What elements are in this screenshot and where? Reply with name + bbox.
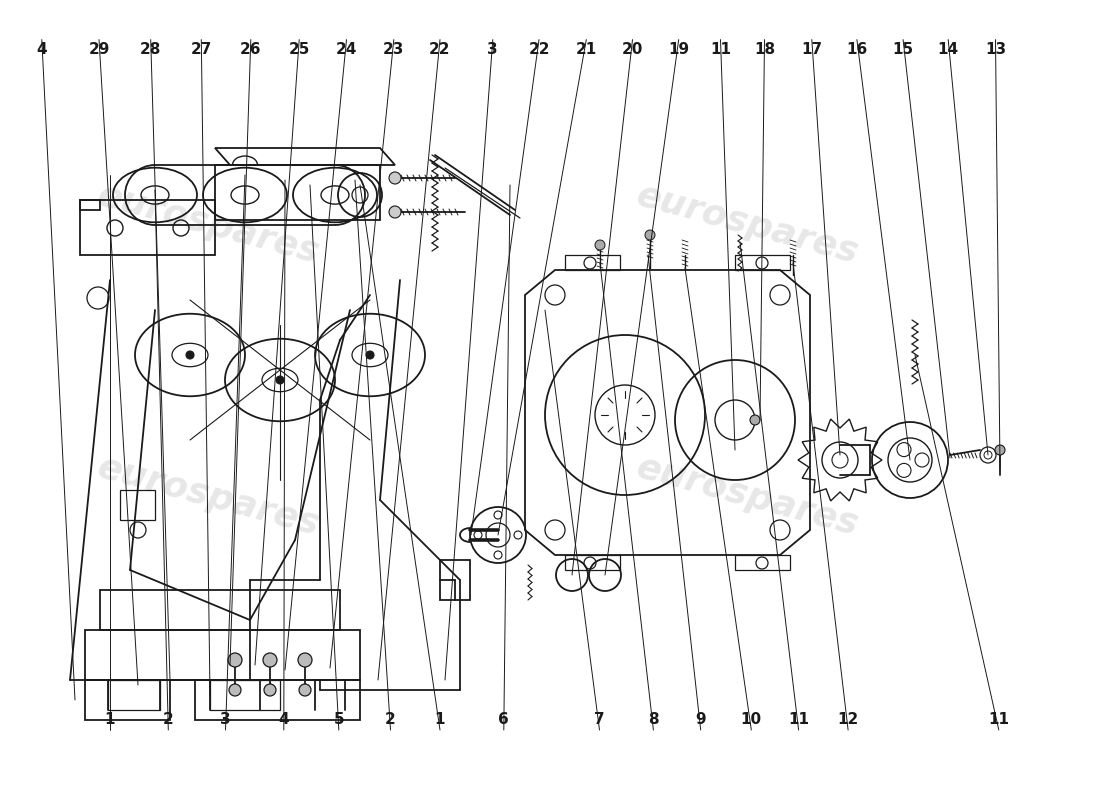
Circle shape <box>750 415 760 425</box>
Text: 25: 25 <box>288 42 310 57</box>
Text: 6: 6 <box>498 713 509 727</box>
Text: 5: 5 <box>333 713 344 727</box>
Text: 23: 23 <box>383 42 405 57</box>
Text: 4: 4 <box>36 42 47 57</box>
Circle shape <box>264 684 276 696</box>
Polygon shape <box>108 680 159 710</box>
Text: eurospares: eurospares <box>634 178 862 270</box>
Text: 10: 10 <box>740 713 762 727</box>
Text: 3: 3 <box>220 713 231 727</box>
Text: eurospares: eurospares <box>95 178 323 270</box>
Text: 24: 24 <box>336 42 358 57</box>
Text: 11: 11 <box>788 713 810 727</box>
Text: 8: 8 <box>648 713 659 727</box>
Text: 15: 15 <box>892 42 914 57</box>
Text: 21: 21 <box>575 42 597 57</box>
Text: 11: 11 <box>710 42 732 57</box>
Circle shape <box>366 351 374 359</box>
Circle shape <box>228 653 242 667</box>
Text: 22: 22 <box>528 42 550 57</box>
Polygon shape <box>210 680 280 710</box>
Text: 7: 7 <box>594 713 605 727</box>
Text: 19: 19 <box>668 42 690 57</box>
Circle shape <box>263 653 277 667</box>
Text: 20: 20 <box>621 42 643 57</box>
Text: 13: 13 <box>984 42 1006 57</box>
Text: 18: 18 <box>754 42 776 57</box>
Text: 16: 16 <box>846 42 868 57</box>
Circle shape <box>389 172 402 184</box>
Text: eurospares: eurospares <box>634 450 862 542</box>
Text: 26: 26 <box>240 42 262 57</box>
Text: 2: 2 <box>163 713 174 727</box>
Text: 3: 3 <box>487 42 498 57</box>
Circle shape <box>299 684 311 696</box>
Circle shape <box>298 653 312 667</box>
Circle shape <box>389 206 402 218</box>
Circle shape <box>186 351 194 359</box>
Circle shape <box>595 240 605 250</box>
Text: 29: 29 <box>88 42 110 57</box>
Text: 4: 4 <box>278 713 289 727</box>
Text: eurospares: eurospares <box>95 450 323 542</box>
Text: 27: 27 <box>190 42 212 57</box>
Circle shape <box>276 376 284 384</box>
Text: 22: 22 <box>429 42 451 57</box>
Text: 1: 1 <box>104 713 116 727</box>
Text: 17: 17 <box>801 42 823 57</box>
Circle shape <box>645 230 654 240</box>
Text: 28: 28 <box>140 42 162 57</box>
Text: 11: 11 <box>988 713 1010 727</box>
Text: 12: 12 <box>837 713 859 727</box>
Text: 1: 1 <box>434 713 446 727</box>
Text: 2: 2 <box>385 713 396 727</box>
Circle shape <box>996 445 1005 455</box>
Text: 14: 14 <box>937 42 959 57</box>
Circle shape <box>229 684 241 696</box>
Text: 9: 9 <box>695 713 706 727</box>
